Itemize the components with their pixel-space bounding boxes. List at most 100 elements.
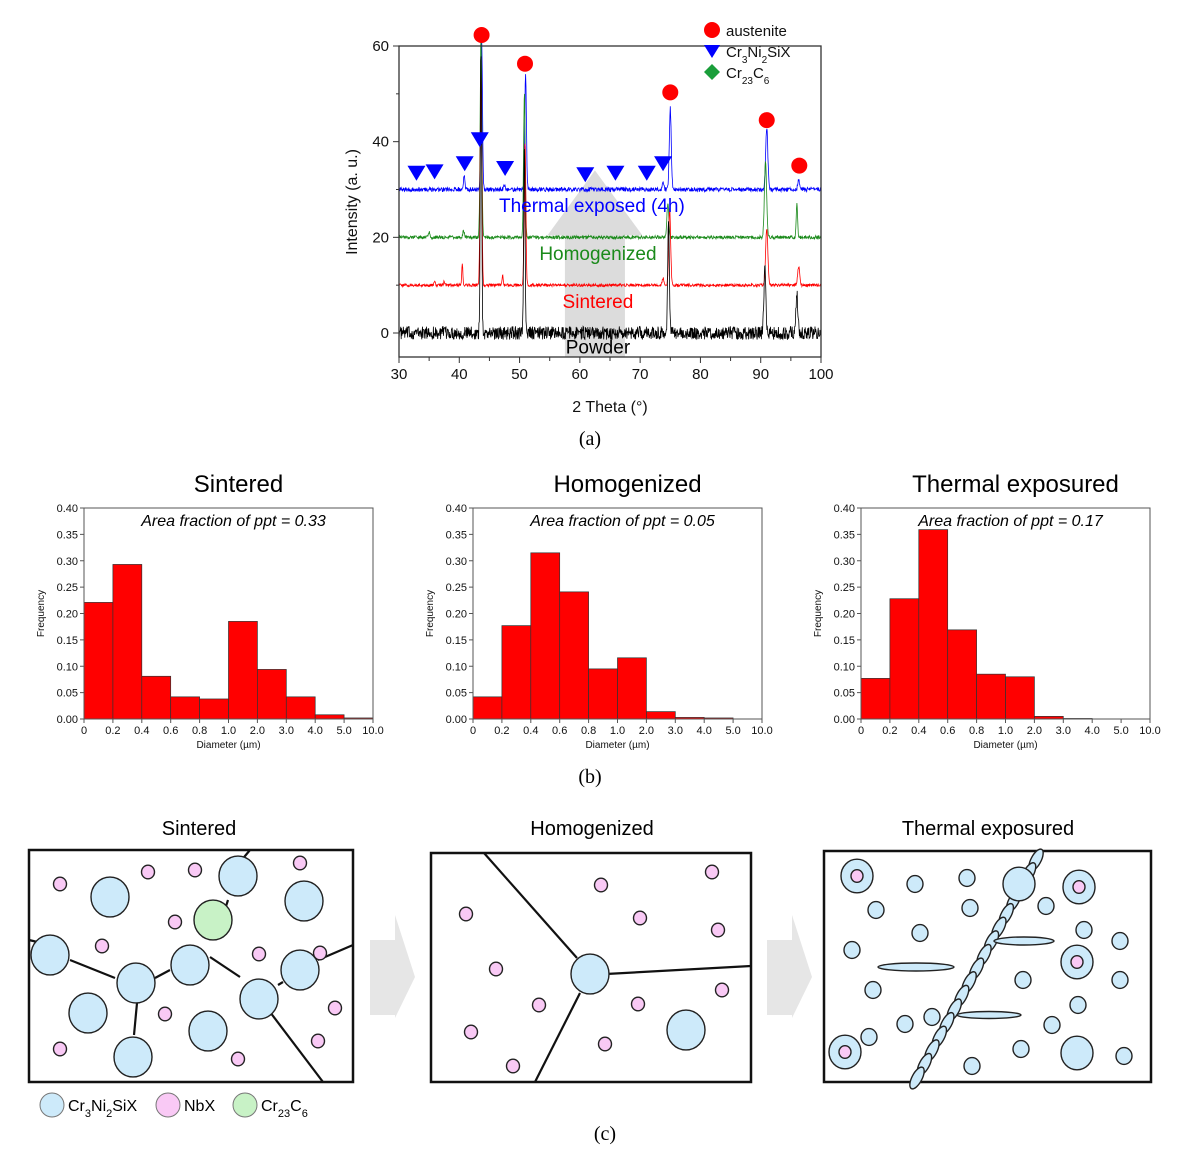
legend-nbx-icon <box>155 1092 181 1118</box>
histogram-x-tick-label: 0.8 <box>969 725 984 737</box>
histogram-x-tick-label: 5.0 <box>1113 725 1128 737</box>
histogram-x-tick-label: 10.0 <box>362 725 383 737</box>
nbx-particle <box>167 914 183 930</box>
cr3ni2six-particle <box>923 1007 941 1027</box>
nbx-particle <box>157 1006 173 1022</box>
nbx-core <box>1070 955 1084 970</box>
histogram-title: Sintered <box>194 471 283 498</box>
cr3ni2six-particle <box>906 874 924 894</box>
histogram-bar <box>559 591 589 720</box>
histogram-x-axis-label: Diameter (µm) <box>585 740 649 751</box>
nbx-particle <box>531 997 547 1013</box>
xrd-series-thermal-exposed-4h- <box>398 38 822 193</box>
histogram-y-tick-label: 0.25 <box>834 582 855 594</box>
histogram-x-axis-label: Diameter (µm) <box>196 740 260 751</box>
xrd-x-axis-label: 2 Theta (°) <box>572 399 647 416</box>
histogram-bar <box>976 673 1006 720</box>
schematic-frame <box>822 849 1153 1084</box>
histogram-bar <box>112 564 143 720</box>
schematic-title-homogenized: Homogenized <box>530 818 653 840</box>
cr3ni2six-marker <box>606 165 625 181</box>
austenite-marker <box>473 26 490 43</box>
cr3ni2six-particle <box>958 868 976 888</box>
legend-label: Cr23C6 <box>726 65 770 87</box>
histogram-y-tick-label: 0.05 <box>834 688 855 700</box>
histogram-x-tick-label: 2.0 <box>639 725 654 737</box>
nbx-particle <box>632 910 648 926</box>
histogram-y-tick-label: 0.10 <box>834 661 855 673</box>
nbx-core <box>850 869 864 884</box>
histogram-x-tick-label: 0.6 <box>552 725 567 737</box>
histogram-y-tick-label: 0.00 <box>834 714 855 726</box>
cr3ni2six-particle <box>896 1014 914 1034</box>
xrd-series-powder <box>398 56 822 341</box>
histogram-bar <box>199 698 229 720</box>
xrd-y-tick-label: 0 <box>381 325 389 342</box>
histogram-y-tick-label: 0.30 <box>446 556 467 568</box>
schematic-legend: Cr3Ni2SiX NbX Cr23C6 <box>39 1092 308 1120</box>
histogram-x-tick-label: 0.8 <box>192 725 207 737</box>
nbx-particle <box>327 1000 343 1016</box>
histogram-bar <box>1005 676 1035 720</box>
xrd-series-label: Sintered <box>563 292 634 313</box>
cr3ni2six-marker <box>455 156 474 172</box>
histogram-y-tick-label: 0.20 <box>834 609 855 621</box>
austenite-marker <box>516 55 533 72</box>
histogram-y-tick-label: 0.10 <box>57 661 78 673</box>
cr3ni2six-particle <box>860 1027 878 1047</box>
xrd-x-tick-label: 60 <box>572 366 589 383</box>
xrd-y-tick-label: 40 <box>372 134 389 151</box>
nbx-particle <box>251 946 267 962</box>
histogram-bar <box>285 696 316 720</box>
histogram-x-tick-label: 1.0 <box>998 725 1013 737</box>
legend-nbx-label: NbX <box>184 1098 215 1115</box>
xrd-x-tick-label: 40 <box>451 366 468 383</box>
legend-cr3ni2six-label: Cr3Ni2SiX <box>68 1098 137 1120</box>
histogram-y-tick-label: 0.15 <box>57 635 78 647</box>
cr3ni2six-marker <box>407 165 426 181</box>
cr3ni2six-particle <box>116 962 156 1004</box>
cr3ni2six-particle <box>113 1036 153 1078</box>
nbx-particle <box>52 1041 68 1057</box>
histogram-y-tick-label: 0.35 <box>57 529 78 541</box>
histogram-bar <box>472 696 503 720</box>
cr3ni2six-particle <box>1014 970 1032 990</box>
nbx-particle <box>458 906 474 922</box>
cr3ni2six-particle <box>961 898 979 918</box>
cr3ni2six-particle <box>218 855 258 897</box>
histogram-bar <box>83 602 114 720</box>
histogram-y-tick-label: 0.20 <box>57 609 78 621</box>
caption-a: (a) <box>579 428 601 450</box>
legend-austenite-icon <box>704 22 720 38</box>
histogram-x-tick-label: 3.0 <box>1056 725 1071 737</box>
xrd-series-label: Thermal exposed (4h) <box>499 196 685 217</box>
histogram-x-tick-label: 0.6 <box>163 725 178 737</box>
histogram-thermal-exposured: Thermal exposured Area fraction of ppt = … <box>813 471 1161 751</box>
legend-cr23c6-label: Cr23C6 <box>261 1098 308 1120</box>
caption-b: (b) <box>578 766 601 788</box>
xrd-x-tick-label: 30 <box>391 366 408 383</box>
histogram-x-tick-label: 5.0 <box>336 725 351 737</box>
cr3ni2six-particle <box>170 944 210 986</box>
xrd-x-tick-label: 80 <box>692 366 709 383</box>
cr3ni2six-particle <box>1111 931 1129 951</box>
histogram-bar <box>947 629 977 720</box>
cr3ni2six-particle <box>239 978 279 1020</box>
histogram-x-axis-label: Diameter (µm) <box>973 740 1037 751</box>
nbx-particle <box>312 945 328 961</box>
process-arrow <box>767 915 812 1018</box>
boundary-precipitate <box>909 1066 925 1090</box>
xrd-series-homogenized <box>398 39 822 241</box>
cr3ni2six-particle <box>1075 920 1093 940</box>
histogram-y-axis-label: Frequency <box>36 590 47 637</box>
cr3ni2six-marker <box>637 165 656 181</box>
cr3ni2six-particle <box>1069 995 1087 1015</box>
histogram-y-tick-label: 0.20 <box>446 609 467 621</box>
legend-cr3ni2six-icon <box>704 45 720 58</box>
nbx-particle <box>140 864 156 880</box>
histogram-bar <box>501 625 532 720</box>
histogram-homogenized: Homogenized Area fraction of ppt = 0.05 0.… <box>425 471 773 751</box>
xrd-x-tick-label: 70 <box>632 366 649 383</box>
